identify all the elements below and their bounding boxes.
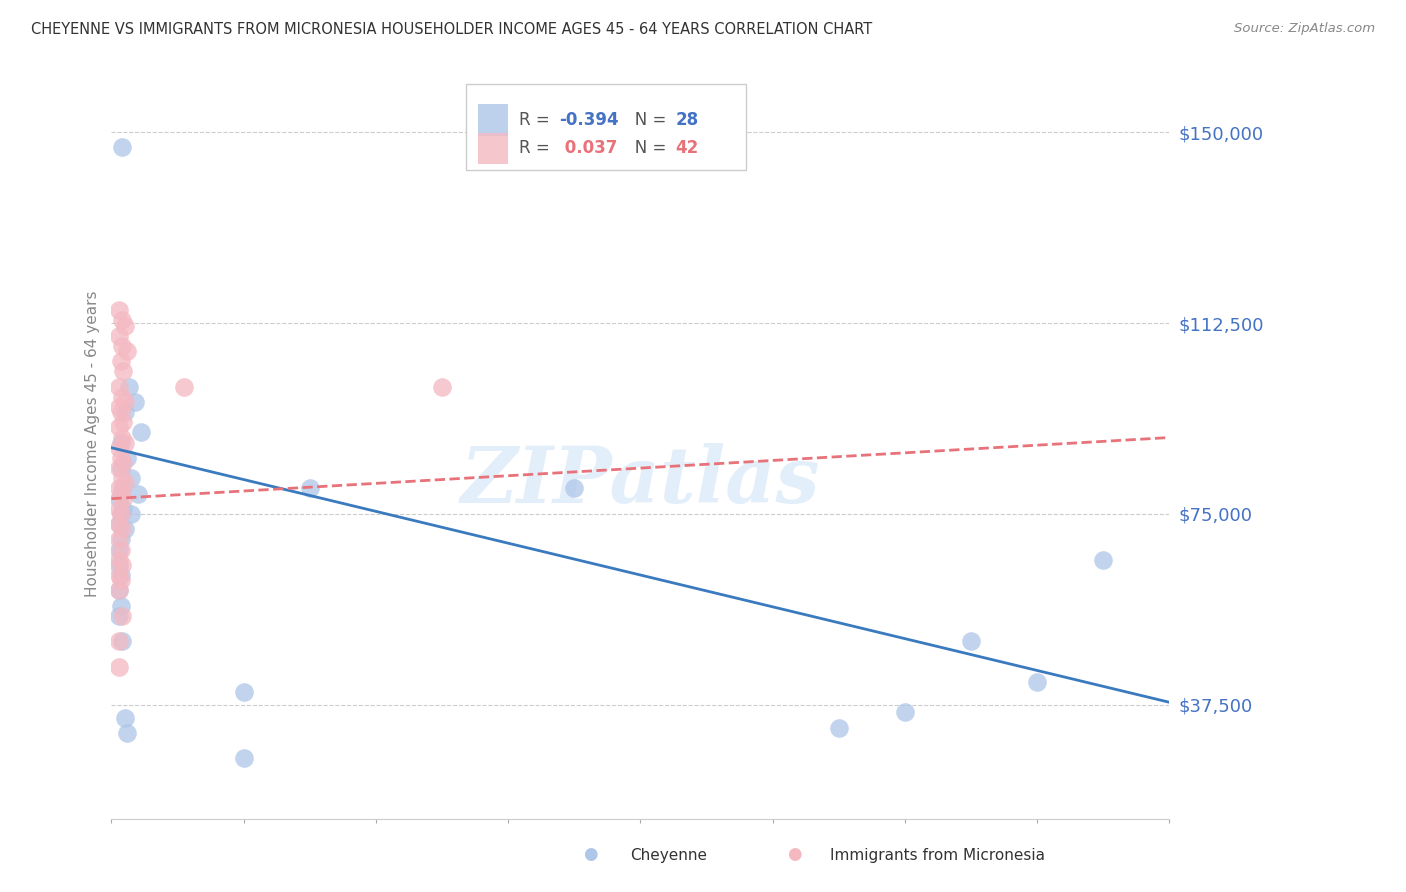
Point: [114, 522, 136, 536]
Point: [108, 517, 131, 532]
Point: [111, 471, 134, 485]
Text: Cheyenne: Cheyenne: [630, 848, 707, 863]
Point: [110, 405, 132, 419]
Point: [112, 456, 135, 470]
Point: [110, 435, 132, 450]
Point: [111, 522, 134, 536]
Point: [108, 659, 131, 673]
Point: [110, 507, 132, 521]
Point: [111, 608, 134, 623]
Text: ●: ●: [583, 846, 598, 863]
Point: [110, 461, 132, 475]
Point: [117, 379, 139, 393]
Point: [108, 568, 131, 582]
Point: [110, 542, 132, 557]
Point: [110, 573, 132, 587]
Text: -0.394: -0.394: [558, 111, 619, 128]
Point: [108, 558, 131, 572]
Text: N =: N =: [619, 111, 672, 128]
Point: [112, 415, 135, 429]
Point: [112, 364, 135, 378]
Point: [129, 425, 152, 440]
Text: N =: N =: [619, 139, 672, 157]
Point: [111, 339, 134, 353]
Point: [108, 583, 131, 598]
Bar: [478, 133, 508, 164]
Text: 0.037: 0.037: [558, 139, 617, 157]
Text: Immigrants from Micronesia: Immigrants from Micronesia: [830, 848, 1045, 863]
Point: [112, 491, 135, 506]
Point: [114, 710, 136, 724]
Point: [108, 542, 131, 557]
Point: [111, 558, 134, 572]
Point: [108, 583, 131, 598]
Point: [110, 354, 132, 368]
Text: Source: ZipAtlas.com: Source: ZipAtlas.com: [1234, 22, 1375, 36]
Point: [108, 461, 131, 475]
Point: [1026, 674, 1049, 689]
Point: [232, 751, 254, 765]
Point: [894, 706, 917, 720]
Point: [232, 685, 254, 699]
Point: [124, 395, 146, 409]
Point: [1092, 552, 1115, 566]
Text: ●: ●: [787, 846, 801, 863]
Bar: [478, 104, 508, 136]
Point: [110, 507, 132, 521]
Point: [108, 491, 131, 506]
Point: [110, 599, 132, 613]
Point: [110, 486, 132, 500]
Point: [111, 431, 134, 445]
Bar: [465, 84, 747, 169]
Point: [117, 450, 139, 465]
Point: [111, 140, 134, 154]
Point: [108, 441, 131, 455]
Point: [430, 379, 453, 393]
Point: [110, 450, 132, 465]
Point: [120, 471, 142, 485]
Text: R =: R =: [519, 139, 555, 157]
Point: [110, 533, 132, 547]
Point: [108, 608, 131, 623]
Point: [173, 379, 195, 393]
Text: 28: 28: [675, 111, 699, 128]
Point: [111, 634, 134, 648]
Text: 42: 42: [675, 139, 699, 157]
Point: [960, 634, 983, 648]
Point: [108, 400, 131, 414]
Point: [110, 568, 132, 582]
Text: ZIPatlas: ZIPatlas: [461, 443, 820, 520]
Point: [117, 726, 139, 740]
Point: [108, 379, 131, 393]
Point: [120, 507, 142, 521]
Point: [108, 501, 131, 516]
Point: [108, 517, 131, 532]
Point: [108, 634, 131, 648]
Point: [298, 482, 321, 496]
Y-axis label: Householder Income Ages 45 - 64 years: Householder Income Ages 45 - 64 years: [86, 291, 100, 597]
Point: [117, 344, 139, 359]
Point: [108, 533, 131, 547]
Point: [111, 482, 134, 496]
Point: [114, 435, 136, 450]
Point: [114, 405, 136, 419]
Point: [108, 552, 131, 566]
Point: [127, 486, 149, 500]
Point: [562, 482, 585, 496]
Point: [111, 313, 134, 327]
Point: [111, 390, 134, 404]
Text: CHEYENNE VS IMMIGRANTS FROM MICRONESIA HOUSEHOLDER INCOME AGES 45 - 64 YEARS COR: CHEYENNE VS IMMIGRANTS FROM MICRONESIA H…: [31, 22, 872, 37]
Text: R =: R =: [519, 111, 555, 128]
Point: [114, 395, 136, 409]
Point: [114, 476, 136, 491]
Point: [108, 303, 131, 318]
Point: [114, 318, 136, 333]
Point: [112, 501, 135, 516]
Point: [827, 721, 849, 735]
Point: [108, 482, 131, 496]
Point: [108, 328, 131, 343]
Point: [108, 420, 131, 434]
